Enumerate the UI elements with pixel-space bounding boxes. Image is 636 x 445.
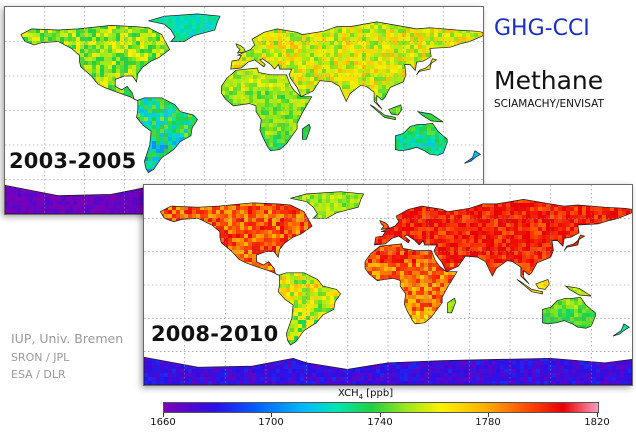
map-panel-2008-2010: 2008-2010 — [143, 184, 633, 386]
colorbar-tick — [380, 413, 381, 417]
landmass-new-guinea — [417, 111, 444, 122]
credit-sron-jpl: SRON / JPL — [11, 351, 70, 364]
coastline — [416, 111, 444, 123]
graticule — [144, 185, 632, 385]
colorbar-tick-label: 1660 — [150, 417, 176, 428]
coastline — [159, 202, 313, 277]
project-title: GHG-CCI — [494, 16, 590, 41]
landmass-south-america — [136, 97, 198, 173]
coastline — [416, 58, 438, 76]
colorbar-tick-label: 1700 — [258, 417, 284, 428]
coastline — [277, 272, 342, 346]
coastline — [395, 122, 448, 156]
coastline — [221, 67, 313, 152]
coastline — [516, 279, 543, 295]
credit-iup-bremen: IUP, Univ. Bremen — [11, 331, 124, 346]
colorbar-tick-label: 1780 — [475, 417, 501, 428]
coastline — [447, 297, 457, 314]
landmass-madagascar — [302, 124, 311, 140]
coastline — [230, 21, 483, 110]
gas-title: Methane — [494, 66, 604, 95]
coastline — [136, 97, 198, 174]
coastline — [379, 219, 390, 230]
landmass-new-zealand — [464, 150, 481, 164]
coastline — [20, 25, 171, 102]
colorbar-tick — [163, 413, 164, 417]
coastline — [369, 104, 396, 121]
colorbar-tick-label: 1740 — [367, 417, 393, 428]
coastline — [373, 199, 632, 285]
coastline — [148, 13, 221, 42]
colorbar-tick — [597, 413, 598, 417]
methane-map-2003-2005 — [5, 7, 483, 214]
coastline — [388, 104, 403, 116]
coastline — [535, 278, 550, 290]
landmass-madagascar — [447, 298, 456, 313]
coastline — [564, 285, 592, 297]
colorbar-title: XCH4 [ppb] — [338, 388, 393, 401]
colorbar-tick-label: 1820 — [584, 417, 610, 428]
period-label: 2008-2010 — [151, 322, 279, 346]
instrument-label: SCIAMACHY/ENVISAT — [494, 98, 604, 110]
coastline — [464, 150, 481, 164]
methane-map-2008-2010 — [144, 185, 632, 385]
coastline — [290, 191, 365, 219]
coastline — [144, 356, 632, 385]
landmass-new-zealand — [613, 323, 630, 337]
colorbar-label-subscript: 4 — [358, 393, 364, 401]
period-label: 2003-2005 — [9, 149, 137, 173]
colorbar-label-main: XCH — [338, 388, 359, 399]
landmass-north-america — [20, 25, 170, 102]
colorbar-tick — [271, 413, 272, 417]
colorbar — [163, 402, 599, 413]
coastline — [563, 234, 586, 251]
colorbar-tick — [488, 413, 489, 417]
coastline — [542, 296, 596, 329]
colorbar-label-unit: [ppb] — [363, 388, 394, 399]
coastline — [302, 123, 311, 140]
coastline — [612, 323, 630, 337]
landmass-north-america — [160, 202, 313, 277]
graticule — [5, 7, 483, 214]
coastline — [235, 43, 246, 54]
credit-esa-dlr: ESA / DLR — [11, 368, 66, 381]
